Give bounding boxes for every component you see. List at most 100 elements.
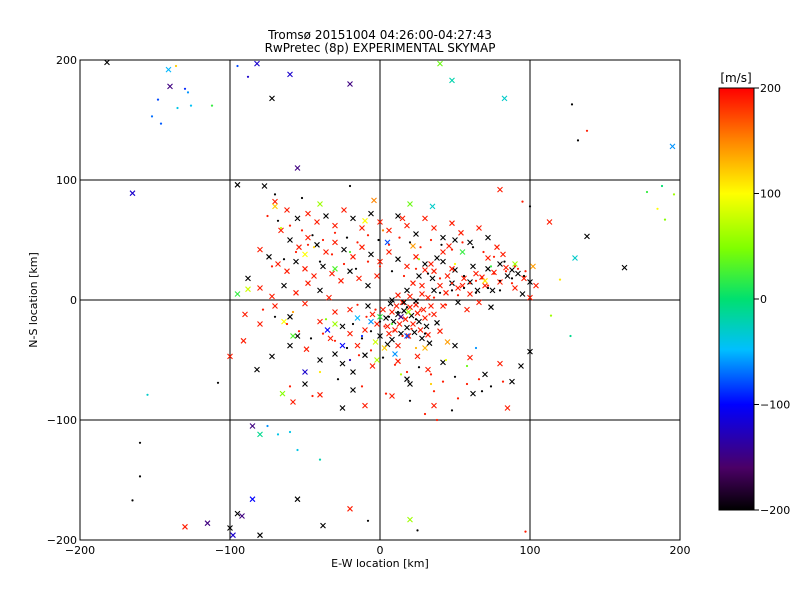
data-point-dot bbox=[210, 104, 214, 107]
data-point-cross bbox=[467, 239, 473, 246]
data-point-dot bbox=[186, 91, 190, 94]
data-point-dot bbox=[474, 291, 478, 294]
data-point-cross bbox=[339, 342, 346, 349]
data-point-cross bbox=[234, 291, 241, 297]
data-point-dot bbox=[429, 238, 433, 242]
data-point-dot bbox=[276, 433, 280, 436]
data-point-cross bbox=[302, 369, 308, 375]
data-point-cross bbox=[410, 321, 416, 327]
data-point-cross bbox=[317, 201, 323, 207]
data-point-cross bbox=[437, 328, 443, 335]
data-point-cross bbox=[320, 522, 326, 529]
data-point-cross bbox=[401, 307, 407, 314]
data-point-dot bbox=[285, 322, 289, 326]
data-point-dot bbox=[440, 243, 443, 246]
data-point-cross bbox=[416, 273, 422, 279]
data-point-cross bbox=[404, 263, 410, 270]
data-point-dot bbox=[510, 277, 514, 280]
data-point-dot bbox=[396, 310, 400, 314]
data-point-cross bbox=[281, 318, 287, 325]
data-point-cross bbox=[407, 201, 413, 207]
data-point-dot bbox=[381, 356, 385, 359]
data-point-cross bbox=[305, 280, 311, 287]
data-point-dot bbox=[392, 330, 395, 333]
data-point-cross bbox=[497, 360, 503, 367]
chart-title-line1: Tromsø 20151004 04:26:00-04:27:43 bbox=[267, 28, 492, 42]
data-point-cross bbox=[269, 293, 275, 300]
data-point-dot bbox=[414, 267, 418, 270]
data-point-cross bbox=[401, 299, 407, 306]
data-point-dot bbox=[429, 373, 433, 376]
data-point-cross bbox=[323, 249, 329, 255]
data-point-dot bbox=[432, 390, 436, 393]
data-point-cross bbox=[290, 399, 296, 405]
data-point-cross bbox=[669, 143, 676, 150]
data-point-cross bbox=[440, 303, 446, 309]
data-point-cross bbox=[452, 267, 458, 273]
y-tick-label: 0 bbox=[70, 294, 77, 307]
data-point-dot bbox=[266, 214, 269, 218]
data-point-cross bbox=[359, 244, 365, 251]
data-point-dot bbox=[366, 260, 370, 263]
data-point-dot bbox=[174, 64, 178, 68]
data-point-cross bbox=[521, 275, 527, 282]
data-point-dot bbox=[176, 106, 179, 110]
data-point-cross bbox=[485, 234, 491, 241]
data-point-cross bbox=[338, 277, 344, 284]
data-point-dot bbox=[357, 354, 361, 357]
data-point-dot bbox=[401, 334, 404, 338]
data-point-dot bbox=[414, 318, 418, 321]
data-point-dot bbox=[159, 122, 163, 125]
data-point-cross bbox=[317, 318, 323, 325]
data-point-cross bbox=[254, 366, 260, 373]
data-point-dot bbox=[138, 475, 142, 478]
data-point-dot bbox=[291, 310, 295, 314]
data-point-cross bbox=[305, 234, 311, 241]
data-point-dot bbox=[270, 265, 274, 268]
data-point-cross bbox=[392, 351, 398, 357]
data-point-cross bbox=[104, 59, 110, 66]
data-point-dot bbox=[450, 248, 454, 251]
data-point-cross bbox=[294, 333, 301, 339]
data-point-cross bbox=[485, 255, 491, 261]
data-point-cross bbox=[303, 346, 310, 353]
data-point-cross bbox=[458, 229, 464, 236]
data-point-dot bbox=[504, 270, 508, 273]
data-point-dot bbox=[474, 279, 478, 282]
data-point-dot bbox=[336, 378, 340, 381]
data-point-cross bbox=[416, 318, 422, 325]
data-point-dot bbox=[360, 385, 364, 388]
colorbar-tick-label: 0 bbox=[760, 293, 767, 306]
data-point-cross bbox=[242, 311, 248, 318]
data-point-dot bbox=[482, 250, 485, 254]
data-point-cross bbox=[396, 321, 403, 327]
data-point-dot bbox=[333, 231, 337, 234]
y-axis-label: N-S location [km] bbox=[27, 252, 40, 348]
data-point-cross bbox=[347, 505, 353, 512]
data-point-dot bbox=[405, 370, 409, 374]
data-point-dot bbox=[318, 260, 322, 263]
data-point-dot bbox=[453, 375, 457, 378]
data-point-cross bbox=[384, 323, 391, 330]
y-tick-label: 100 bbox=[56, 174, 77, 187]
data-point-cross bbox=[420, 306, 427, 313]
data-point-dot bbox=[486, 286, 490, 290]
data-point-cross bbox=[317, 357, 323, 363]
data-point-cross bbox=[350, 215, 356, 222]
data-point-cross bbox=[444, 339, 451, 345]
data-point-dot bbox=[438, 291, 442, 294]
data-point-cross bbox=[518, 363, 524, 369]
data-point-cross bbox=[440, 359, 446, 366]
data-point-dot bbox=[645, 190, 649, 194]
data-point-cross bbox=[407, 516, 413, 523]
x-tick-label: 200 bbox=[670, 544, 691, 557]
data-point-cross bbox=[429, 275, 436, 282]
data-point-cross bbox=[407, 293, 413, 300]
data-point-dot bbox=[273, 193, 277, 196]
data-point-cross bbox=[261, 183, 268, 189]
data-point-cross bbox=[449, 77, 455, 84]
data-point-cross bbox=[422, 315, 428, 321]
data-point-dot bbox=[311, 234, 314, 237]
x-tick-label: 0 bbox=[377, 544, 384, 557]
data-point-cross bbox=[515, 270, 521, 277]
